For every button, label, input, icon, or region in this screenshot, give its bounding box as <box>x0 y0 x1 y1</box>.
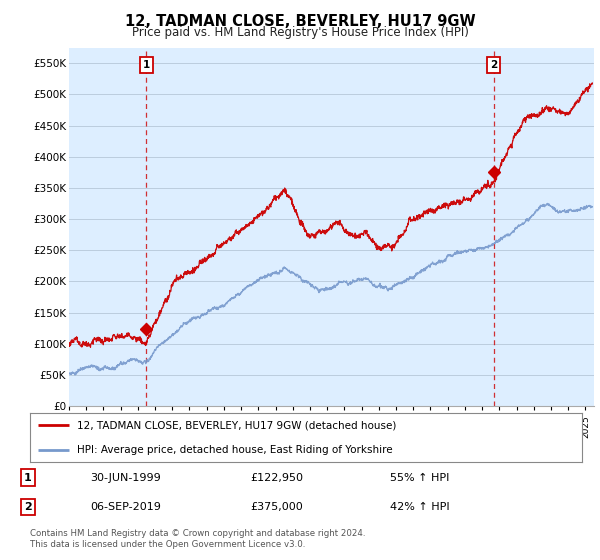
Text: 30-JUN-1999: 30-JUN-1999 <box>90 473 161 483</box>
Text: 42% ↑ HPI: 42% ↑ HPI <box>390 502 449 512</box>
Text: £122,950: £122,950 <box>250 473 303 483</box>
Text: Price paid vs. HM Land Registry's House Price Index (HPI): Price paid vs. HM Land Registry's House … <box>131 26 469 39</box>
Text: 12, TADMAN CLOSE, BEVERLEY, HU17 9GW: 12, TADMAN CLOSE, BEVERLEY, HU17 9GW <box>125 14 475 29</box>
Text: 2: 2 <box>24 502 32 512</box>
Text: 1: 1 <box>24 473 32 483</box>
Text: 2: 2 <box>490 60 497 70</box>
Text: 06-SEP-2019: 06-SEP-2019 <box>90 502 161 512</box>
Text: HPI: Average price, detached house, East Riding of Yorkshire: HPI: Average price, detached house, East… <box>77 445 392 455</box>
Text: 55% ↑ HPI: 55% ↑ HPI <box>390 473 449 483</box>
Text: 1: 1 <box>143 60 150 70</box>
Text: £375,000: £375,000 <box>250 502 303 512</box>
Text: Contains HM Land Registry data © Crown copyright and database right 2024.
This d: Contains HM Land Registry data © Crown c… <box>30 529 365 549</box>
Text: 12, TADMAN CLOSE, BEVERLEY, HU17 9GW (detached house): 12, TADMAN CLOSE, BEVERLEY, HU17 9GW (de… <box>77 420 396 430</box>
